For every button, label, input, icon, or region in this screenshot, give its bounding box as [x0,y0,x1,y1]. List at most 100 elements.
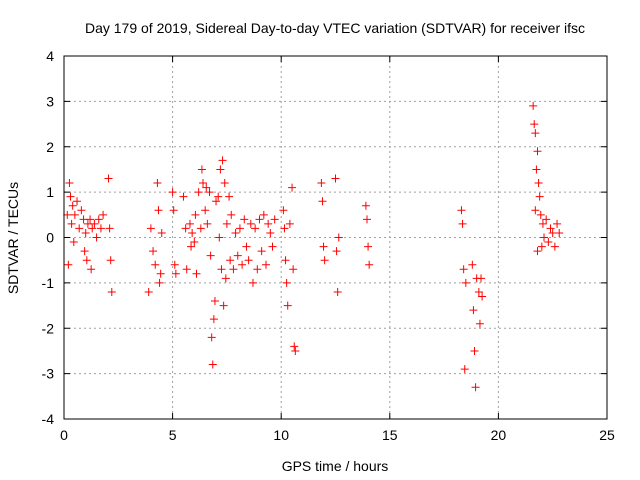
data-point [535,192,544,201]
data-point [555,228,564,237]
data-point [317,179,326,188]
data-point [235,224,244,233]
data-point [470,346,479,355]
data-point [185,219,194,228]
data-point [461,278,470,287]
data-point [283,301,292,310]
data-point [181,224,190,233]
data-point [75,224,84,233]
data-point [191,210,200,219]
data-point [151,260,160,269]
data-point [225,192,234,201]
data-point [210,297,219,306]
data-point [190,238,199,247]
data-point [69,238,78,247]
data-point [531,206,540,215]
data-point [154,206,163,215]
data-point [264,219,273,228]
data-point [171,269,180,278]
x-tick-label: 10 [273,427,289,443]
data-point [475,319,484,328]
y-tick-label: 4 [46,48,54,64]
data-point [458,219,467,228]
data-point [81,228,90,237]
plot-frame [63,55,608,420]
data-point [288,183,297,192]
data-point [240,215,249,224]
data-point [544,238,553,247]
data-point [537,242,546,251]
data-point [266,228,275,237]
data-point [334,233,343,242]
data-point [460,365,469,374]
data-point [261,260,270,269]
data-point [364,242,373,251]
x-axis-label: GPS time / hours [282,458,389,474]
data-point [65,179,74,188]
data-point [219,301,228,310]
data-point [257,247,266,256]
data-point [536,210,545,219]
data-point [220,179,229,188]
y-tick-label: 0 [46,230,54,246]
data-point [238,260,247,269]
data-point [531,129,540,138]
data-point [202,183,211,192]
data-point [92,233,101,242]
data-point [188,228,197,237]
data-point [457,206,466,215]
data-point [146,224,155,233]
data-point [168,188,177,197]
data-point [66,192,75,201]
data-point [231,228,240,237]
data-point [546,224,555,233]
axis-ticks: 0 5 10 15 20 25 -4 -3 -2 -1 0 1 2 3 4 [42,48,615,443]
data-point [290,342,299,351]
data-point [227,210,236,219]
data-point [216,165,225,174]
data-points [63,101,564,392]
data-point [201,206,210,215]
data-point [532,165,541,174]
data-point [259,210,268,219]
data-point [170,260,179,269]
data-point [218,156,227,165]
data-point [248,278,257,287]
data-point [246,219,255,228]
data-point [280,224,289,233]
data-point [279,206,288,215]
data-point [365,260,374,269]
data-point [550,242,559,251]
data-point [153,179,162,188]
data-point [156,269,165,278]
data-point [540,233,549,242]
data-point [478,292,487,301]
data-point [144,287,153,296]
data-point [217,265,226,274]
data-point [332,247,341,256]
data-point [212,197,221,206]
data-point [70,210,79,219]
data-point [529,101,538,110]
data-point [222,219,231,228]
data-point [333,287,342,296]
chart-title: Day 179 of 2019, Sidereal Day-to-day VTE… [85,20,585,36]
data-point [199,179,208,188]
x-tick-label: 20 [491,427,507,443]
data-point [244,256,253,265]
data-point [282,278,291,287]
data-point [268,242,277,251]
data-point [320,256,329,265]
data-point [206,251,215,260]
data-point [87,265,96,274]
data-point [251,224,260,233]
data-point [67,219,76,228]
data-point [221,274,230,283]
data-point [533,247,542,256]
data-point [471,383,480,392]
data-point [226,256,235,265]
data-point [197,165,206,174]
y-tick-label: -3 [42,366,55,382]
data-point [157,228,166,237]
